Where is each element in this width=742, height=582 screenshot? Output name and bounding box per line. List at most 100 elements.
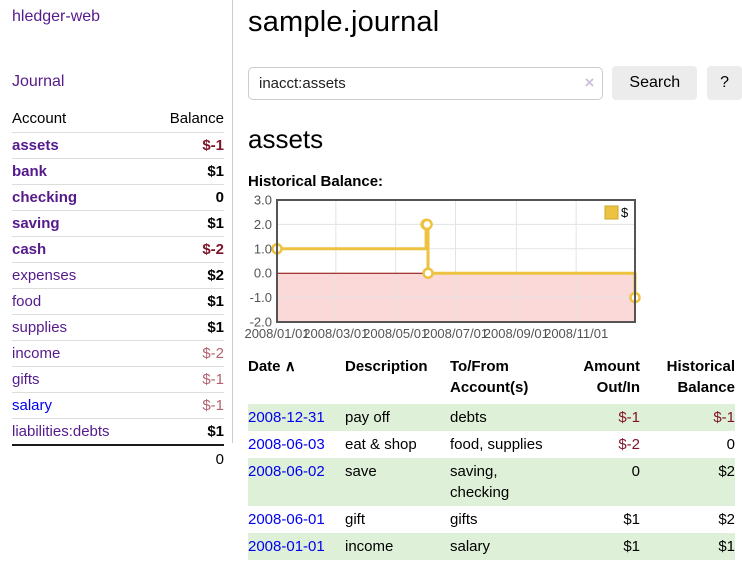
account-balance: $1 <box>207 163 224 180</box>
register-row: 2008-06-03 eat & shop food, supplies $-2 0 <box>248 431 735 458</box>
x-axis-tick-label: 2008/11/01 <box>544 326 608 341</box>
account-link[interactable]: supplies <box>12 319 68 336</box>
register-balance: $2 <box>718 463 735 480</box>
register-description: income <box>345 538 394 555</box>
account-balance: $-2 <box>202 345 224 362</box>
register-table-body: 2008-12-31 pay off debts $-1 $-1 2008-06-03 ea… <box>248 404 735 560</box>
data-point-marker <box>421 218 433 231</box>
register-date-link[interactable]: 2008-01-01 <box>248 538 325 555</box>
account-link[interactable]: gifts <box>12 371 40 388</box>
register-amount: $1 <box>623 538 640 555</box>
register-balance: $2 <box>718 511 735 528</box>
search-button[interactable]: Search <box>612 66 698 100</box>
account-link[interactable]: liabilities:debts <box>12 423 110 440</box>
register-date-cell: 2008-01-01 <box>248 533 345 560</box>
plot-border <box>276 199 636 323</box>
account-balance: $-1 <box>202 371 224 388</box>
historical-balance-chart[interactable]: $3.0 2.0 1.0 0.0 -1.0 -2.02008/01/012008/03/0… <box>244 193 718 344</box>
register-description: save <box>345 463 377 480</box>
search-input[interactable] <box>248 66 604 100</box>
x-axis-tick-label: 2008/05/01 <box>363 326 428 341</box>
account-link[interactable]: cash <box>12 241 47 258</box>
y-axis-tick-label: 3.0 <box>254 193 272 208</box>
register-date-cell: 2008-06-03 <box>248 431 345 458</box>
account-link[interactable]: income <box>12 345 61 362</box>
y-axis-tick-label: -2.0 <box>250 315 272 330</box>
register-header-amount: Amount Out/In <box>583 358 640 396</box>
account-balance: $1 <box>207 293 224 310</box>
register-date-link[interactable]: 2008-06-02 <box>248 463 325 480</box>
y-axis-tick-label: 2.0 <box>254 217 272 232</box>
register-header-balance: Historical Balance <box>666 358 735 396</box>
accounts-total-row: 0 <box>12 445 224 473</box>
x-axis-tick-label: 2008/07/01 <box>423 326 488 341</box>
account-balance: $1 <box>207 319 224 336</box>
account-row: assets $-1 <box>12 132 224 159</box>
register-amount: 0 <box>631 463 640 480</box>
clear-search-icon[interactable]: × <box>584 72 595 92</box>
register-date-cell: 2008-06-01 <box>248 506 345 533</box>
account-row: liabilities:debts $1 <box>12 418 224 446</box>
legend-label: $ <box>621 205 629 220</box>
register-row: 2008-06-02 save saving, checking 0 $2 <box>248 458 735 506</box>
chart-title: Historical Balance: <box>248 173 384 190</box>
register-date-link[interactable]: 2008-06-03 <box>248 436 325 453</box>
account-link[interactable]: salary <box>12 397 53 414</box>
register-row: 2008-06-01 gift gifts $1 $2 <box>248 506 735 533</box>
account-link[interactable]: assets <box>12 137 59 154</box>
register-date-cell: 2008-06-02 <box>248 458 345 506</box>
account-row: gifts $-1 <box>12 366 224 393</box>
register-amount: $-2 <box>618 436 640 453</box>
sort-ascending-icon: ∧ <box>284 358 296 375</box>
account-row: supplies $1 <box>12 314 224 341</box>
register-accounts: saving, checking <box>450 463 510 501</box>
search-form: × Search ? <box>248 66 742 100</box>
legend-swatch <box>604 205 619 220</box>
data-point-marker <box>422 267 434 279</box>
account-link[interactable]: expenses <box>12 267 77 284</box>
search-box: × <box>248 66 604 100</box>
accounts-table-body: assets $-1 bank $1 checking 0 saving $1 cash $-2 e… <box>12 132 224 446</box>
register-row: 2008-12-31 pay off debts $-1 $-1 <box>248 404 735 431</box>
app-brand-link[interactable]: hledger-web <box>12 8 101 25</box>
account-link[interactable]: food <box>12 293 42 310</box>
y-axis-tick-label: 1.0 <box>254 241 272 256</box>
accounts-header-account: Account <box>12 110 67 127</box>
account-balance: 0 <box>215 189 224 206</box>
account-row: saving $1 <box>12 210 224 237</box>
account-link[interactable]: bank <box>12 163 48 180</box>
register-description: pay off <box>345 409 390 426</box>
accounts-header-row: Account Balance <box>12 106 224 133</box>
account-balance: $1 <box>207 423 224 440</box>
register-accounts: food, supplies <box>450 436 543 453</box>
account-balance: $1 <box>207 215 224 232</box>
register-date-cell: 2008-12-31 <box>248 404 345 431</box>
help-button[interactable]: ? <box>707 66 742 100</box>
register-accounts: salary <box>450 538 491 555</box>
sidebar-item-journal[interactable]: Journal <box>12 73 65 90</box>
register-header-accounts: To/From Account(s) <box>450 358 529 396</box>
register-date-link[interactable]: 2008-12-31 <box>248 409 325 426</box>
main-content: sample.journal × Search ? assets Histori… <box>244 0 742 560</box>
page-title: sample.journal <box>248 6 440 38</box>
account-row: expenses $2 <box>12 262 224 289</box>
register-header-description: Description <box>345 358 428 375</box>
account-row: food $1 <box>12 288 224 315</box>
sidebar: hledger-web Journal Account Balance asse… <box>0 0 233 468</box>
x-axis-tick-label: 2008/09/01 <box>484 326 549 341</box>
account-row: salary $-1 <box>12 392 224 419</box>
register-row: 2008-01-01 income salary $1 $1 <box>248 533 735 560</box>
register-header-row: Date ∧ Description To/From Account(s) Am… <box>248 354 735 404</box>
account-link[interactable]: saving <box>12 215 60 232</box>
account-row: cash $-2 <box>12 236 224 263</box>
account-balance: $2 <box>207 267 224 284</box>
register-balance: 0 <box>726 436 735 453</box>
register-accounts: debts <box>450 409 487 426</box>
register-date-link[interactable]: 2008-06-01 <box>248 511 325 528</box>
account-link[interactable]: checking <box>12 189 78 206</box>
account-balance: $-2 <box>202 241 224 258</box>
register-balance: $-1 <box>713 409 735 426</box>
register-header-date[interactable]: Date ∧ <box>248 358 296 375</box>
account-balance: $-1 <box>202 397 224 414</box>
register-balance: $1 <box>718 538 735 555</box>
